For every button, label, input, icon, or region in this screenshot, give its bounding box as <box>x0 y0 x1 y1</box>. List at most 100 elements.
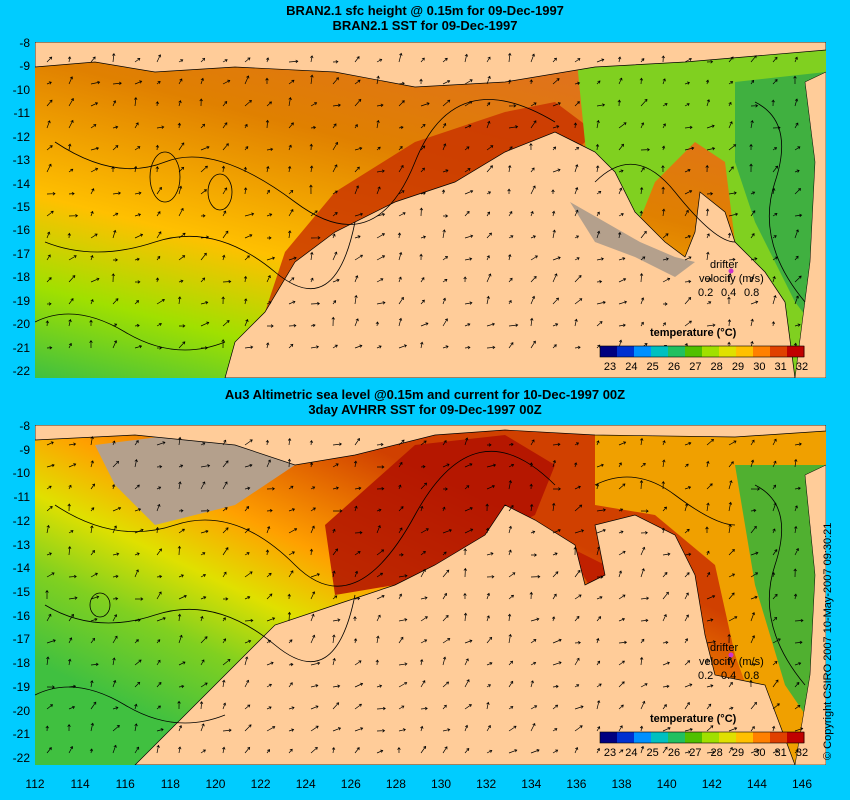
lat-tick-label: -13 <box>12 537 30 552</box>
current-arrow <box>112 212 119 217</box>
current-arrow <box>398 461 403 468</box>
current-arrow <box>244 439 253 446</box>
current-arrow <box>398 212 406 217</box>
current-arrow <box>288 209 294 217</box>
current-arrow <box>640 437 644 446</box>
colorbar-tick-label: 26 <box>668 361 680 373</box>
current-arrow <box>618 187 623 195</box>
current-arrow <box>309 548 314 556</box>
current-arrow <box>222 507 228 512</box>
current-arrow <box>112 725 120 732</box>
current-arrow <box>354 570 359 578</box>
current-arrow <box>618 300 628 305</box>
current-arrow <box>794 169 800 173</box>
drifter-marker <box>728 268 734 274</box>
current-arrow <box>199 701 204 710</box>
current-arrow <box>134 257 140 261</box>
current-arrow <box>618 594 626 600</box>
current-arrow <box>134 146 141 151</box>
current-arrow <box>662 704 667 710</box>
current-arrow <box>618 570 623 578</box>
current-arrow <box>706 483 713 490</box>
current-arrow <box>244 212 255 217</box>
current-arrow <box>464 323 471 327</box>
current-arrow <box>332 212 338 217</box>
current-arrow <box>750 525 757 534</box>
current-arrow <box>618 278 627 283</box>
current-arrow <box>288 79 295 85</box>
current-arrow <box>618 143 624 151</box>
current-arrow <box>706 124 715 129</box>
current-arrow <box>46 656 50 666</box>
current-arrow <box>398 251 403 261</box>
current-arrow <box>67 232 71 239</box>
current-arrow <box>420 341 424 349</box>
colorbar-swatch <box>617 732 635 743</box>
current-arrow <box>727 633 731 644</box>
current-arrow <box>266 593 273 600</box>
current-arrow <box>530 680 534 688</box>
colorbar-tick-label: 26 <box>668 747 680 759</box>
current-arrow <box>727 319 732 327</box>
current-arrow <box>200 165 208 173</box>
current-arrow <box>266 639 271 644</box>
current-arrow <box>618 508 624 512</box>
current-arrow <box>90 299 94 305</box>
current-arrow <box>618 169 624 173</box>
current-arrow <box>156 441 166 446</box>
current-arrow <box>772 502 777 512</box>
colorbar-swatch <box>617 346 635 357</box>
current-arrow <box>354 703 362 710</box>
current-arrow <box>90 662 99 667</box>
current-arrow <box>442 256 449 261</box>
lat-tick-label: -10 <box>12 82 30 97</box>
current-arrow <box>596 726 601 732</box>
current-arrow <box>750 79 755 85</box>
colorbar-tick-label: 28 <box>711 361 723 373</box>
current-arrow <box>486 552 494 556</box>
current-arrow <box>68 684 77 689</box>
current-arrow <box>45 589 49 600</box>
current-arrow <box>156 744 160 754</box>
current-arrow <box>178 59 184 63</box>
current-arrow <box>486 120 491 129</box>
current-arrow <box>332 486 339 490</box>
current-arrow <box>376 345 382 349</box>
current-arrow <box>595 483 600 490</box>
current-arrow <box>596 700 601 710</box>
current-arrow <box>46 613 52 622</box>
current-arrow <box>156 54 162 63</box>
current-arrow <box>244 75 250 85</box>
colorbar-title: temperature (°C) <box>650 327 737 339</box>
current-arrow <box>618 441 627 446</box>
current-arrow <box>464 437 469 446</box>
current-arrow <box>794 56 798 63</box>
current-arrow <box>618 122 627 129</box>
current-arrow <box>376 119 380 129</box>
colorbar-tick-label: 30 <box>753 361 765 373</box>
current-arrow <box>728 144 737 151</box>
current-arrow <box>354 682 364 688</box>
current-arrow <box>442 487 448 491</box>
current-arrow <box>640 618 649 623</box>
current-arrow <box>662 277 671 283</box>
current-arrow <box>244 463 253 468</box>
current-arrow <box>772 79 778 85</box>
current-arrow <box>640 546 646 556</box>
current-arrow <box>376 594 385 600</box>
current-arrow <box>684 683 693 688</box>
current-arrow <box>486 56 491 63</box>
current-arrow <box>68 596 78 600</box>
current-arrow <box>728 273 732 283</box>
current-arrow <box>706 99 711 107</box>
current-arrow <box>442 229 446 239</box>
lon-tick-label: 126 <box>340 777 361 791</box>
current-arrow <box>750 726 755 732</box>
panel2-title-line1: Au3 Altimetric sea level @0.15m and curr… <box>224 387 626 402</box>
current-arrow <box>596 440 600 446</box>
current-arrow <box>222 143 229 151</box>
current-arrow <box>244 639 252 644</box>
current-arrow <box>68 143 72 151</box>
current-arrow <box>376 525 381 534</box>
current-arrow <box>376 635 380 644</box>
